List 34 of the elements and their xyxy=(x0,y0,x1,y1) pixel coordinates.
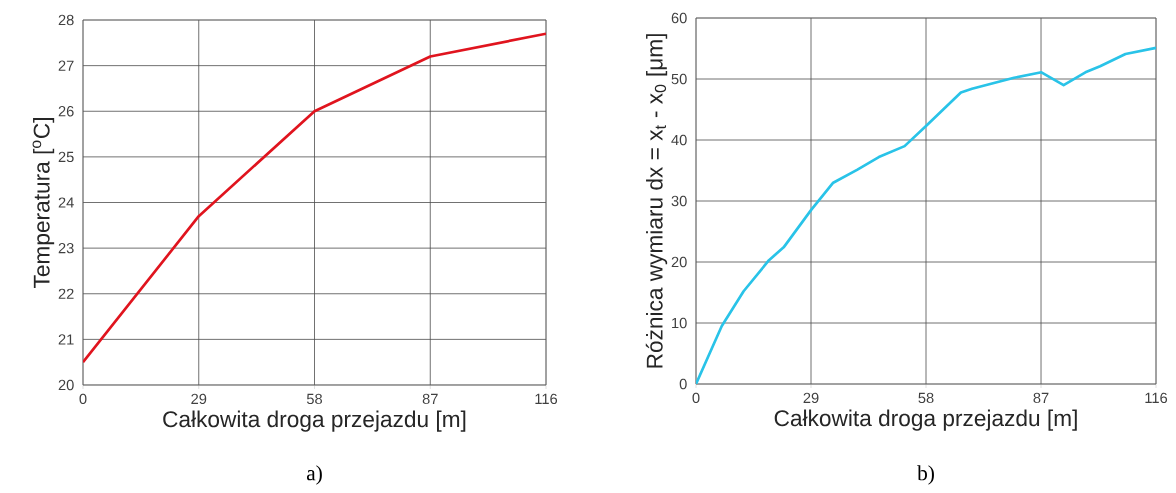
x-tick-label: 0 xyxy=(79,393,87,405)
y-tick-label: 60 xyxy=(671,12,687,24)
y-tick-label: 24 xyxy=(58,197,74,208)
line-series xyxy=(696,46,1157,384)
y-tick-label: 0 xyxy=(679,378,687,390)
y-tick-label: 27 xyxy=(58,60,74,71)
y-axis-title: Różnica wymiaru dx = x$_{t}$ - x$_{0}$ [μm] xyxy=(645,34,668,368)
x-tick-label: 0 xyxy=(692,392,700,404)
x-tick-label: 29 xyxy=(191,393,207,405)
y-tick-label: 22 xyxy=(58,288,74,299)
x-tick-label: 29 xyxy=(803,392,819,404)
x-tick-label: 87 xyxy=(422,393,438,405)
y-tick-label: 20 xyxy=(58,379,74,391)
y-tick-label: 10 xyxy=(672,317,687,329)
y-tick-label: 26 xyxy=(58,106,74,117)
x-axis-title: Całkowita droga przejazdu [m] xyxy=(774,409,1077,431)
text: a) xyxy=(306,465,322,485)
x-tick-label: 116 xyxy=(1145,392,1168,404)
x-tick-label: 58 xyxy=(918,392,934,404)
line-series xyxy=(83,32,547,364)
x-tick-label: 116 xyxy=(535,393,558,405)
y-axis-title: Temperatura [$^{o}$C] xyxy=(32,118,55,288)
y-tick-label: 20 xyxy=(671,256,687,268)
y-tick-label: 21 xyxy=(58,334,74,345)
x-tick-label: 87 xyxy=(1033,392,1049,404)
x-tick-label: 58 xyxy=(306,393,323,405)
y-tick-label: 40 xyxy=(671,134,687,146)
y-tick-label: 50 xyxy=(671,73,687,85)
text: b) xyxy=(917,465,934,485)
y-tick-label: 30 xyxy=(671,195,687,207)
y-tick-label: 25 xyxy=(58,151,74,163)
y-tick-label: 28 xyxy=(58,14,74,26)
x-axis-title: Całkowita droga przejazdu [m] xyxy=(163,410,466,432)
y-tick-label: 23 xyxy=(58,242,74,254)
